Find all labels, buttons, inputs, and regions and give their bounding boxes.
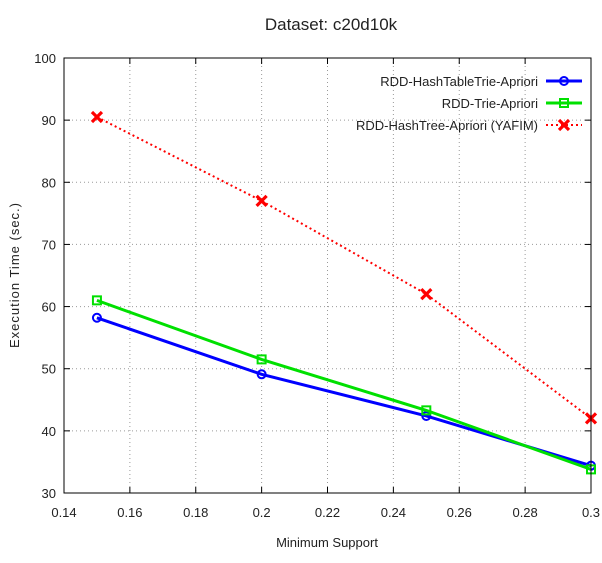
- y-tick-label: 40: [42, 424, 56, 439]
- legend-label: RDD-Trie-Apriori: [442, 96, 538, 111]
- data-point: [420, 288, 433, 301]
- y-tick-label: 70: [42, 237, 56, 252]
- legend-entry: RDD-Trie-Apriori: [442, 96, 582, 111]
- y-tick-label: 60: [42, 300, 56, 315]
- x-tick-label: 0.22: [315, 505, 340, 520]
- x-tick-label: 0.3: [582, 505, 600, 520]
- legend-entry: RDD-HashTableTrie-Apriori: [380, 74, 582, 89]
- data-point: [255, 194, 268, 208]
- y-tick-label: 100: [34, 51, 56, 66]
- legend-label: RDD-HashTableTrie-Apriori: [380, 74, 538, 89]
- x-tick-label: 0.18: [183, 505, 208, 520]
- y-tick-label: 90: [42, 113, 56, 128]
- data-point: [256, 354, 267, 365]
- series-2: [91, 295, 596, 475]
- x-tick-label: 0.2: [253, 505, 271, 520]
- chart-title: Dataset: c20d10k: [265, 15, 398, 34]
- axis-ticks: 0.14 0.16 0.18 0.2 0.22 0.24 0.26 0.28 0.3 30 40 50…: [34, 51, 600, 520]
- x-tick-label: 0.14: [51, 505, 76, 520]
- legend-marker: [559, 76, 569, 86]
- y-tick-label: 80: [42, 175, 56, 190]
- y-tick-label: 30: [42, 486, 56, 501]
- y-tick-label: 50: [42, 362, 56, 377]
- data-point: [91, 312, 102, 323]
- legend-entry: RDD-HashTree-Apriori (YAFIM): [356, 118, 582, 133]
- data-point: [91, 295, 102, 306]
- legend-label: RDD-HashTree-Apriori (YAFIM): [356, 118, 538, 133]
- legend-marker: [559, 98, 569, 108]
- series-1: [91, 312, 596, 471]
- data-point: [90, 110, 104, 124]
- data-point: [421, 405, 432, 416]
- legend-marker: [557, 118, 571, 132]
- series-line: [96, 298, 592, 471]
- plot-frame: [63, 57, 592, 494]
- series-3: [90, 110, 598, 425]
- x-tick-label: 0.26: [447, 505, 472, 520]
- data-series: [90, 110, 598, 475]
- series-line: [96, 116, 592, 420]
- x-axis-label: Minimum Support: [276, 535, 378, 550]
- y-axis-label: Execution Time (sec.): [7, 202, 22, 348]
- data-point: [256, 369, 267, 380]
- x-tick-label: 0.24: [381, 505, 406, 520]
- x-tick-label: 0.16: [117, 505, 142, 520]
- x-tick-label: 0.28: [512, 505, 537, 520]
- legend: RDD-HashTableTrie-Apriori RDD-Trie-Aprior…: [356, 74, 582, 133]
- grid: [64, 58, 591, 493]
